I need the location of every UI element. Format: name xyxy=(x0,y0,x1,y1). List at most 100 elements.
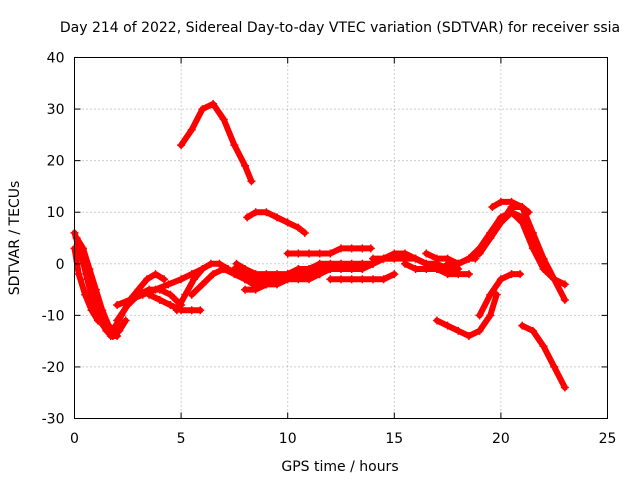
data-point xyxy=(79,244,88,253)
data-point xyxy=(337,244,345,253)
data-point xyxy=(219,264,228,273)
data-point xyxy=(232,259,241,268)
data-point xyxy=(539,254,548,263)
data-point xyxy=(108,326,117,335)
data-point xyxy=(390,270,399,279)
series-line xyxy=(519,322,568,391)
data-point xyxy=(422,249,431,258)
data-point xyxy=(294,223,303,232)
data-point xyxy=(151,270,160,279)
data-point xyxy=(539,342,548,351)
data-point xyxy=(454,326,463,335)
data-point xyxy=(454,270,463,279)
data-point xyxy=(160,275,169,284)
series-arc-29 xyxy=(488,197,533,217)
data-point xyxy=(283,249,292,258)
data-point xyxy=(206,259,215,268)
data-point xyxy=(486,290,495,299)
data-point xyxy=(74,270,83,279)
series-line xyxy=(465,209,547,262)
series-line xyxy=(114,265,206,309)
data-point xyxy=(91,285,100,294)
y-tick-labels: -30 -20 -10 0 10 20 30 40 xyxy=(42,51,65,428)
data-point xyxy=(164,280,173,289)
data-point xyxy=(283,218,292,227)
data-point xyxy=(241,264,250,273)
data-point xyxy=(283,275,292,284)
data-point xyxy=(294,264,303,273)
data-point xyxy=(475,311,484,320)
data-point xyxy=(251,285,260,294)
data-point xyxy=(550,362,559,371)
data-point xyxy=(198,264,207,273)
series-line xyxy=(178,100,255,185)
data-point xyxy=(411,264,420,273)
data-point xyxy=(507,270,516,279)
series-arc-30 xyxy=(518,321,569,392)
x-tick-label: 0 xyxy=(70,431,79,447)
data-point xyxy=(209,99,218,108)
data-point xyxy=(83,275,92,284)
data-point xyxy=(326,259,335,268)
data-point xyxy=(189,275,198,284)
chart-title: Day 214 of 2022, Sidereal Day-to-day VTE… xyxy=(60,20,620,36)
data-point xyxy=(496,275,505,284)
data-point xyxy=(432,316,441,325)
x-tick-label: 20 xyxy=(492,431,510,447)
data-point xyxy=(166,290,175,299)
data-point xyxy=(358,275,367,284)
y-tick-label: -10 xyxy=(42,308,65,324)
data-point xyxy=(294,249,303,258)
data-point xyxy=(454,259,463,268)
data-point xyxy=(560,295,569,304)
data-point xyxy=(326,249,335,258)
data-point xyxy=(172,306,181,315)
data-point xyxy=(251,270,260,279)
data-point xyxy=(432,254,441,263)
data-point xyxy=(366,244,375,253)
data-point xyxy=(507,208,516,217)
data-point xyxy=(337,259,345,268)
data-point xyxy=(518,213,527,222)
x-tick-label: 5 xyxy=(177,431,186,447)
series-arc-28 xyxy=(464,208,548,263)
data-point xyxy=(96,316,105,325)
data-point xyxy=(422,264,431,273)
data-point xyxy=(516,270,525,279)
data-point xyxy=(390,254,399,263)
data-point xyxy=(177,141,186,150)
data-point xyxy=(196,306,205,315)
data-point xyxy=(379,254,388,263)
data-point xyxy=(443,321,452,330)
data-point xyxy=(79,254,88,263)
data-point xyxy=(241,161,250,170)
x-tick-label: 25 xyxy=(599,431,617,447)
data-point xyxy=(121,316,130,325)
data-point xyxy=(524,208,533,217)
data-point xyxy=(98,306,107,315)
series-arc-10 xyxy=(177,99,256,186)
data-point xyxy=(305,264,314,273)
data-point xyxy=(550,275,559,284)
data-point xyxy=(518,203,527,212)
series-line xyxy=(274,260,376,283)
data-point xyxy=(475,326,484,335)
y-tick-label: 30 xyxy=(47,102,65,118)
y-tick-label: 10 xyxy=(47,205,65,221)
data-point xyxy=(315,259,324,268)
x-tick-label: 15 xyxy=(385,431,403,447)
series-arc-19 xyxy=(326,270,399,284)
data-point xyxy=(273,275,282,284)
data-point xyxy=(219,115,228,124)
data-point xyxy=(337,275,345,284)
data-point xyxy=(560,280,569,289)
x-tick-labels: 0 5 10 15 20 25 xyxy=(70,431,616,447)
data-point xyxy=(215,259,224,268)
y-tick-label: 40 xyxy=(47,51,65,67)
data-point xyxy=(358,244,367,253)
data-point xyxy=(151,285,160,294)
data-point xyxy=(198,105,207,114)
data-point xyxy=(475,249,484,258)
data-point xyxy=(262,270,271,279)
data-point xyxy=(262,208,271,217)
